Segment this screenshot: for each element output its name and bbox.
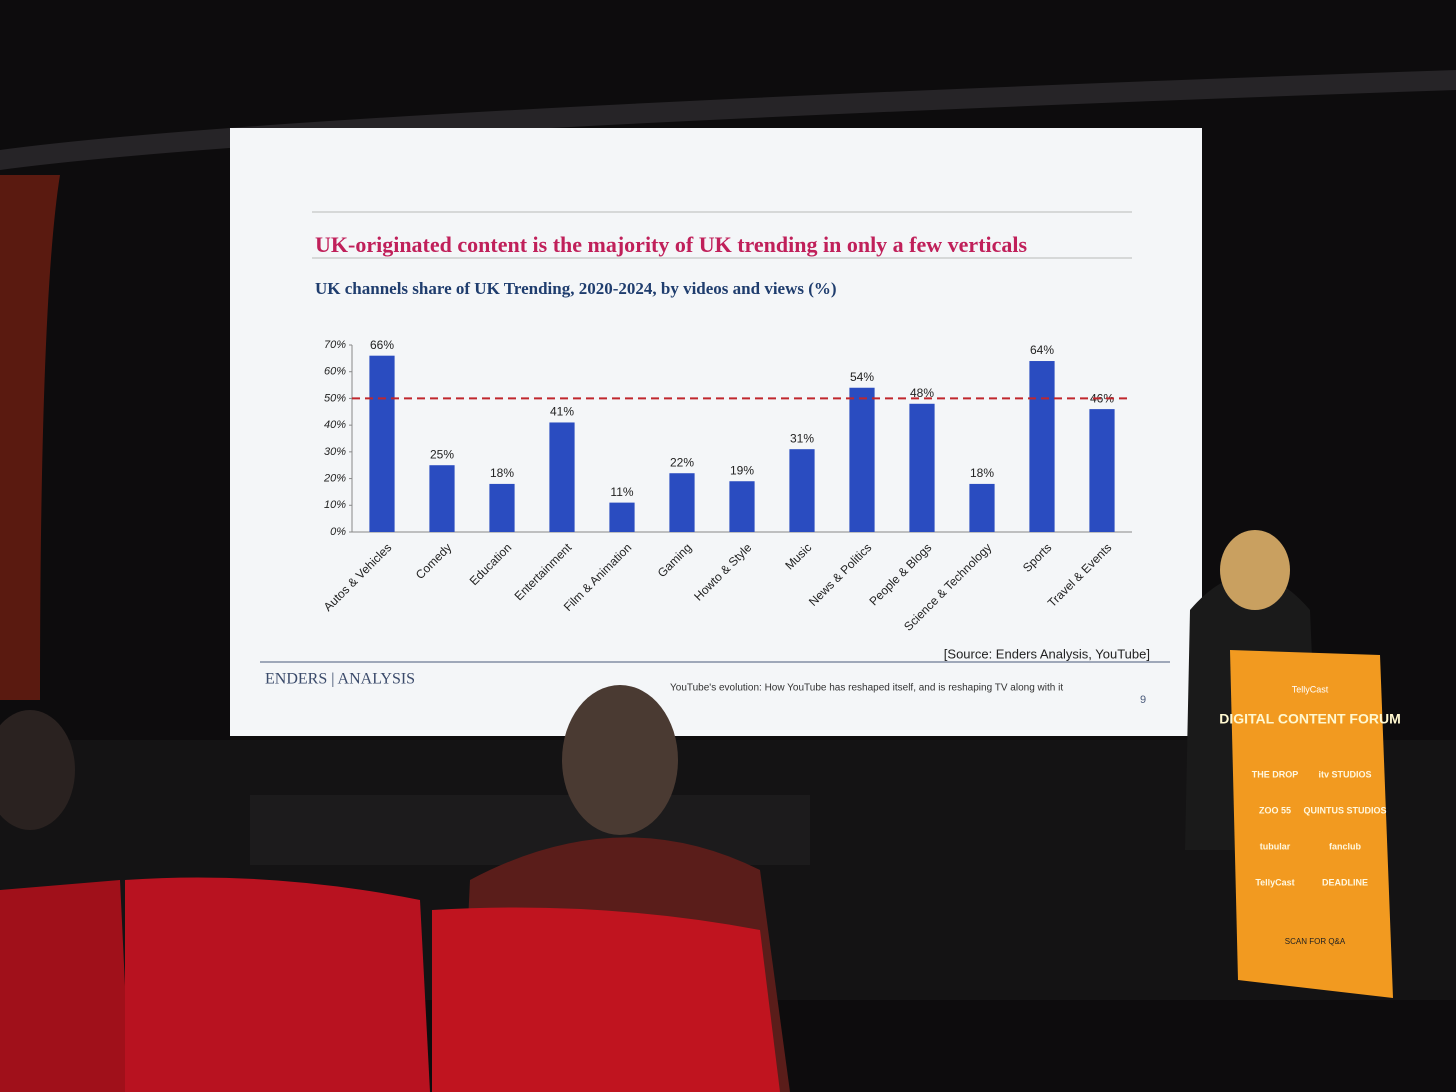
value-label: 18% <box>970 466 994 480</box>
bar <box>429 465 455 532</box>
y-tick-label: 0% <box>330 526 346 538</box>
bar <box>909 403 935 532</box>
value-label: 11% <box>610 485 633 499</box>
sponsor: ZOO 55 <box>1259 805 1291 815</box>
speaker-head <box>1220 530 1290 610</box>
seat <box>125 877 430 1092</box>
sponsor: tubular <box>1260 841 1291 851</box>
sponsor: fanclub <box>1329 841 1362 851</box>
value-label: 48% <box>910 386 934 400</box>
y-tick-label: 20% <box>323 472 346 484</box>
brand: ENDERS | ANALYSIS <box>265 671 415 688</box>
bar <box>969 483 995 532</box>
bar <box>489 483 515 532</box>
bar <box>669 473 695 532</box>
sponsor: QUINTUS STUDIOS <box>1303 805 1386 815</box>
audience-head <box>0 710 75 830</box>
y-tick-label: 10% <box>324 499 346 511</box>
value-label: 22% <box>670 455 694 469</box>
sponsor: THE DROP <box>1252 769 1299 779</box>
podium-content: TellyCast DIGITAL CONTENT FORUM SCAN FOR… <box>1219 684 1400 946</box>
bar <box>849 387 875 532</box>
podium-title: DIGITAL CONTENT FORUM <box>1219 711 1400 727</box>
sponsor: itv STUDIOS <box>1318 769 1371 779</box>
y-tick-label: 40% <box>324 419 346 431</box>
value-label: 46% <box>1090 391 1114 405</box>
y-tick-label: 60% <box>324 366 346 378</box>
y-tick-label: 50% <box>324 392 346 404</box>
sponsor: TellyCast <box>1255 877 1294 887</box>
bar <box>369 355 395 532</box>
audience-head <box>562 685 678 835</box>
seat <box>432 907 780 1092</box>
podium-cta: SCAN FOR Q&A <box>1285 937 1346 946</box>
bar <box>789 449 815 532</box>
ceiling-trim <box>0 70 1456 170</box>
slide-page: 9 <box>1140 694 1146 706</box>
value-label: 19% <box>730 463 754 477</box>
wall-left <box>0 175 60 700</box>
value-label: 25% <box>430 447 454 461</box>
bar <box>609 502 635 532</box>
source: [Source: Enders Analysis, YouTube] <box>944 646 1150 661</box>
bar <box>1029 361 1055 532</box>
y-tick-label: 70% <box>324 339 346 351</box>
chart-subtitle: UK channels share of UK Trending, 2020-2… <box>315 279 837 298</box>
sponsor: DEADLINE <box>1322 877 1368 887</box>
y-tick-label: 30% <box>324 446 346 458</box>
bar <box>1089 409 1115 532</box>
value-label: 31% <box>790 431 814 445</box>
bar <box>729 481 755 532</box>
value-label: 64% <box>1030 343 1054 357</box>
value-label: 66% <box>370 338 394 352</box>
podium <box>1230 650 1393 998</box>
slide-footer: YouTube's evolution: How YouTube has res… <box>670 683 1063 694</box>
podium-kicker: TellyCast <box>1292 684 1329 694</box>
value-label: 41% <box>550 405 574 419</box>
chart-title: UK-originated content is the majority of… <box>315 232 1028 257</box>
value-label: 18% <box>490 466 514 480</box>
seat <box>0 880 130 1092</box>
value-label: 54% <box>850 370 874 384</box>
bar <box>549 422 575 532</box>
